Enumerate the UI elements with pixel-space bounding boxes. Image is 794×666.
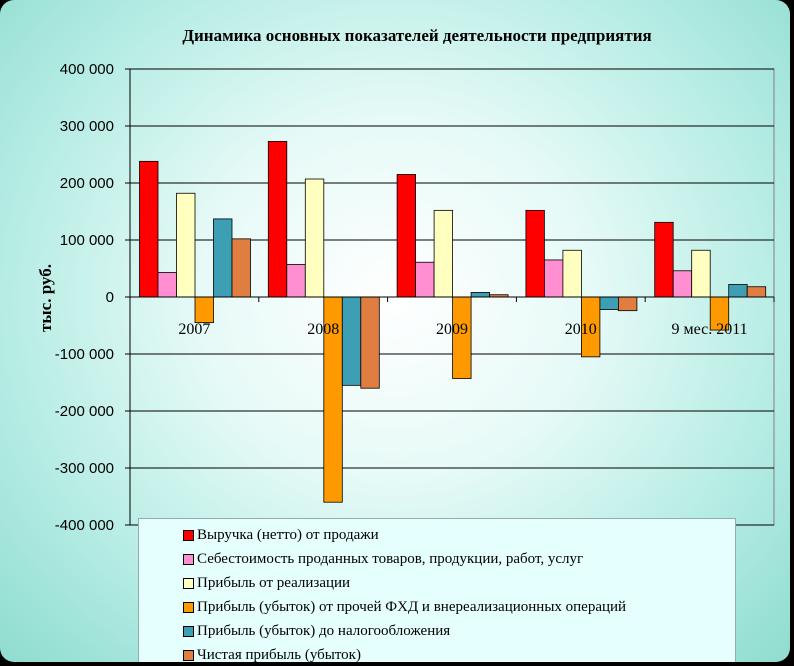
bar (544, 259, 564, 298)
chart-title: Динамика основных показателей деятельнос… (182, 26, 652, 45)
legend-swatch (183, 602, 194, 613)
category-label: 2008 (307, 321, 339, 338)
category-label: 2010 (565, 321, 597, 338)
legend-item: Прибыль (убыток) до налогообложения (139, 619, 735, 643)
y-tick-label: -300 000 (55, 460, 114, 477)
bar (433, 209, 454, 298)
legend-item: Себестоимость проданных товаров, продукц… (139, 547, 735, 571)
legend-swatch (183, 626, 194, 637)
bar (267, 140, 288, 298)
bar (157, 272, 177, 298)
y-tick-label: -400 000 (55, 517, 114, 534)
bar (360, 296, 380, 389)
legend-label: Себестоимость проданных товаров, продукц… (197, 551, 584, 567)
bar (213, 218, 233, 298)
bar (672, 270, 693, 298)
bar (746, 286, 767, 298)
legend-swatch (183, 530, 194, 541)
bar (341, 296, 362, 386)
legend-item: Выручка (нетто) от продажи (139, 523, 735, 547)
bar (139, 160, 159, 298)
legend-item: Прибыль (убыток) от прочей ФХД и внереал… (139, 595, 735, 619)
y-tick-label: 0 (106, 289, 114, 306)
bar (231, 238, 251, 298)
bar (470, 292, 491, 298)
y-tick-label: -100 000 (55, 346, 114, 363)
bar (415, 261, 435, 298)
category-label: 2007 (178, 321, 210, 338)
legend-item: Чистая прибыль (убыток) (139, 643, 735, 662)
category-label: 2009 (436, 321, 468, 338)
y-tick-label: 400 000 (60, 61, 114, 78)
legend-item: Прибыль от реализации (139, 571, 735, 595)
bar (599, 296, 619, 310)
category-label: 9 мес. 2011 (672, 321, 748, 338)
y-tick-label: 100 000 (60, 232, 114, 249)
bar (176, 192, 196, 298)
y-tick-label: 300 000 (60, 118, 114, 135)
legend-label: Чистая прибыль (убыток) (197, 647, 361, 662)
bar (396, 174, 417, 298)
legend-label: Прибыль (убыток) от прочей ФХД и внереал… (197, 599, 627, 615)
bar (194, 296, 214, 324)
legend-swatch (183, 554, 194, 565)
bar (654, 221, 674, 298)
y-tick-label: -200 000 (55, 403, 114, 420)
legend-swatch (183, 650, 194, 661)
bar (304, 178, 325, 298)
legend-label: Прибыль от реализации (197, 575, 351, 591)
y-tick-label: 200 000 (60, 175, 114, 192)
legend-label: Прибыль (убыток) до налогообложения (197, 623, 451, 639)
legend-label: Выручка (нетто) от продажи (197, 527, 379, 543)
bar (728, 284, 748, 298)
bar (618, 296, 638, 312)
chart-legend: Выручка (нетто) от продажи Себестоимость … (138, 518, 736, 662)
legend-swatch (183, 578, 194, 589)
bar (691, 249, 711, 298)
bar (562, 249, 582, 298)
bar (286, 264, 306, 298)
bar (525, 209, 545, 298)
